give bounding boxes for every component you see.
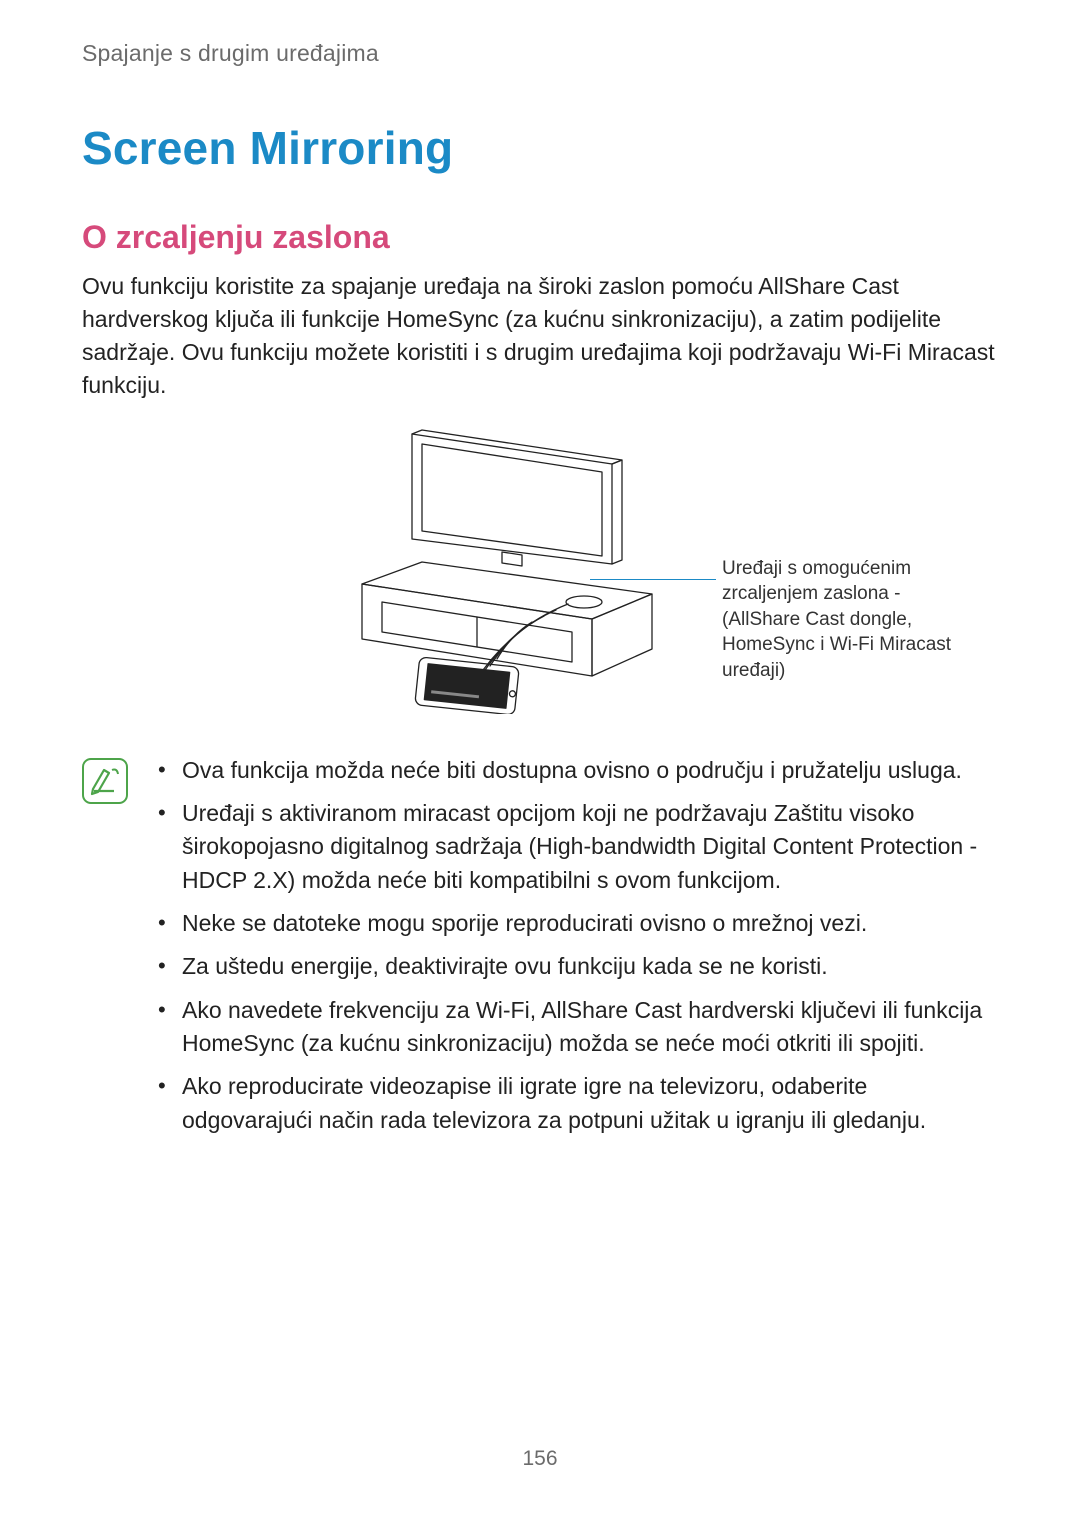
intro-paragraph: Ovu funkciju koristite za spajanje uređa… <box>82 270 998 402</box>
section-heading: O zrcaljenju zaslona <box>82 219 998 256</box>
callout-line <box>590 579 716 580</box>
note-item: Ako reproducirate videozapise ili igrate… <box>154 1070 998 1137</box>
note-item: Za uštedu energije, deaktivirajte ovu fu… <box>154 950 998 983</box>
page-number: 156 <box>0 1447 1080 1471</box>
diagram-callout: Uređaji s omogućenim zrcaljenjem zaslona… <box>722 556 982 684</box>
document-page: Spajanje s drugim uređajima Screen Mirro… <box>0 0 1080 1527</box>
diagram-container: Uređaji s omogućenim zrcaljenjem zaslona… <box>82 424 998 724</box>
note-item: Ova funkcija možda neće biti dostupna ov… <box>154 754 998 787</box>
note-icon <box>82 758 128 804</box>
note-list: Ova funkcija možda neće biti dostupna ov… <box>154 754 998 1147</box>
note-item: Ako navedete frekvenciju za Wi-Fi, AllSh… <box>154 994 998 1061</box>
note-item: Uređaji s aktiviranom miracast opcijom k… <box>154 797 998 897</box>
note-block: Ova funkcija možda neće biti dostupna ov… <box>82 754 998 1147</box>
page-title: Screen Mirroring <box>82 121 998 175</box>
breadcrumb: Spajanje s drugim uređajima <box>82 40 998 67</box>
mirroring-diagram <box>322 424 682 714</box>
note-item: Neke se datoteke mogu sporije reproducir… <box>154 907 998 940</box>
